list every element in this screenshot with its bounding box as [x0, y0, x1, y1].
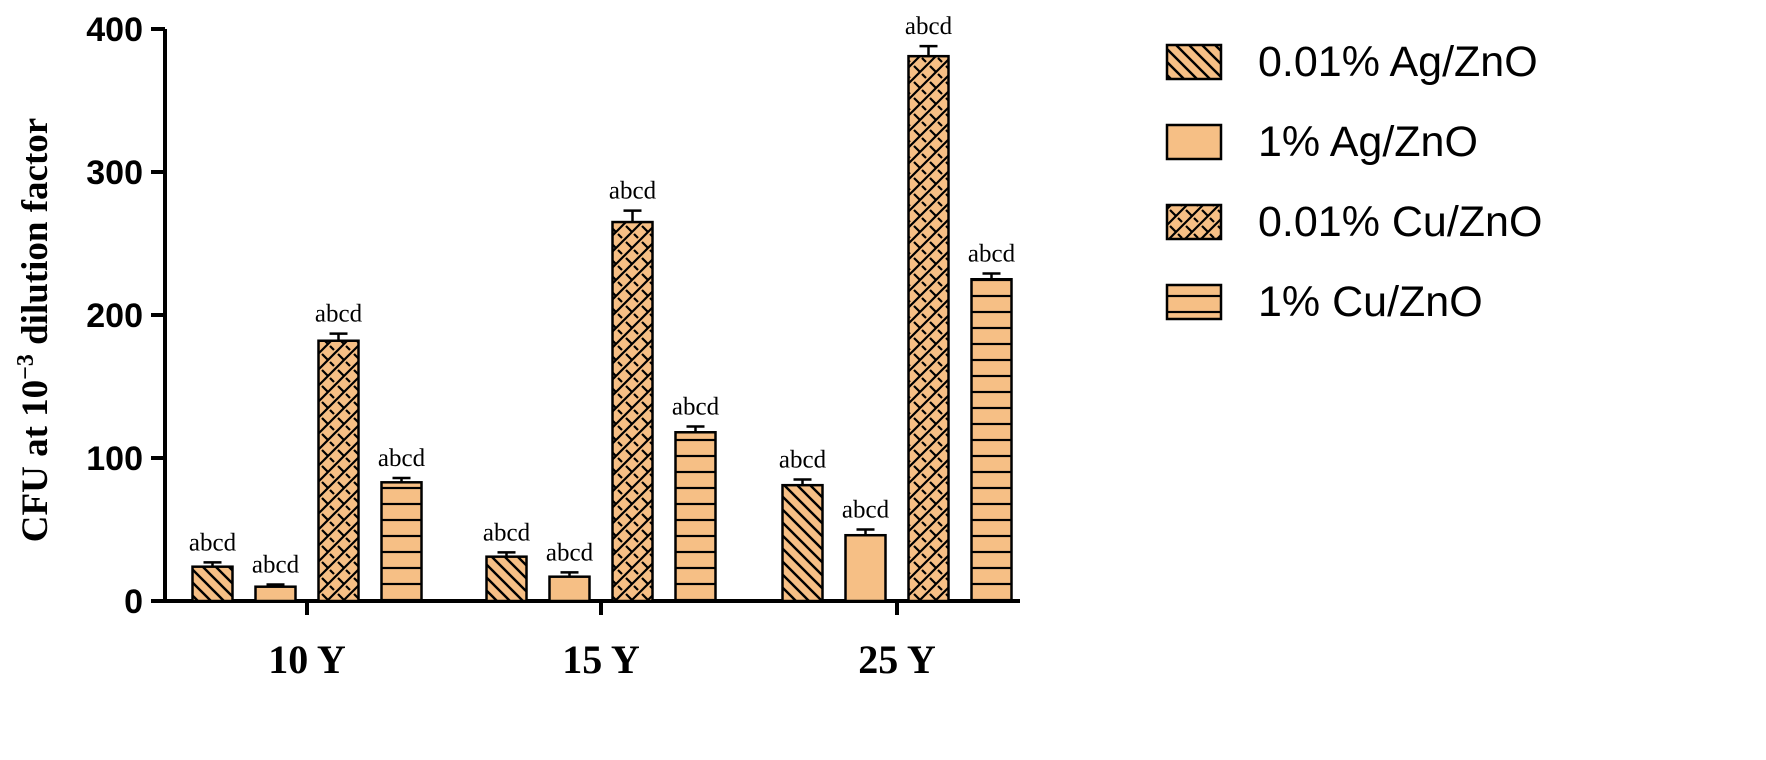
bar: [907, 54, 950, 603]
x-tick-label: 25 Y: [858, 637, 936, 682]
significance-label: abcd: [672, 394, 720, 421]
bar: [674, 431, 717, 603]
significance-label: abcd: [546, 539, 594, 566]
significance-label: abcd: [905, 13, 953, 40]
legend-label: 0.01% Cu/ZnO: [1258, 198, 1542, 246]
x-tick-label: 15 Y: [562, 637, 640, 682]
plot-area: 0 100 200 300 400 10 Y abcd abcd abcd abcd 15 Y abc…: [86, 11, 1020, 682]
significance-label: abcd: [609, 178, 657, 205]
y-tick-label: 400: [86, 11, 143, 49]
bar: [485, 555, 528, 603]
significance-label: abcd: [483, 519, 531, 546]
significance-label: abcd: [315, 301, 363, 328]
y-tick-label: 300: [86, 154, 143, 192]
bar: [611, 220, 654, 603]
significance-label: abcd: [378, 445, 426, 472]
y-tick-label: 0: [124, 583, 143, 621]
y-axis-label: CFU at 10−3 dilution factor: [13, 118, 56, 542]
y-tick-label: 200: [86, 297, 143, 335]
significance-label: abcd: [842, 497, 890, 524]
bar: [781, 483, 824, 603]
bar: [970, 278, 1013, 603]
significance-label: abcd: [189, 529, 237, 556]
legend-swatch: [1165, 283, 1223, 321]
legend-label: 1% Cu/ZnO: [1258, 278, 1483, 326]
bar: [844, 533, 887, 603]
bar: [380, 481, 423, 603]
legend-label: 1% Ag/ZnO: [1258, 118, 1478, 166]
significance-label: abcd: [252, 552, 300, 579]
legend: 0.01% Ag/ZnO 1% Ag/ZnO 0.01% Cu/ZnO 1% Cu/Z…: [1165, 38, 1542, 326]
significance-label: abcd: [779, 446, 827, 473]
bar: [548, 575, 591, 603]
bar: [317, 339, 360, 603]
x-tick-label: 10 Y: [268, 637, 346, 682]
bar: [254, 585, 297, 603]
y-tick-label: 100: [86, 440, 143, 478]
significance-label: abcd: [968, 241, 1016, 268]
legend-swatch: [1165, 123, 1223, 161]
legend-label: 0.01% Ag/ZnO: [1258, 38, 1538, 86]
legend-swatch: [1165, 43, 1223, 81]
legend-swatch: [1165, 203, 1223, 241]
bar: [191, 565, 234, 603]
